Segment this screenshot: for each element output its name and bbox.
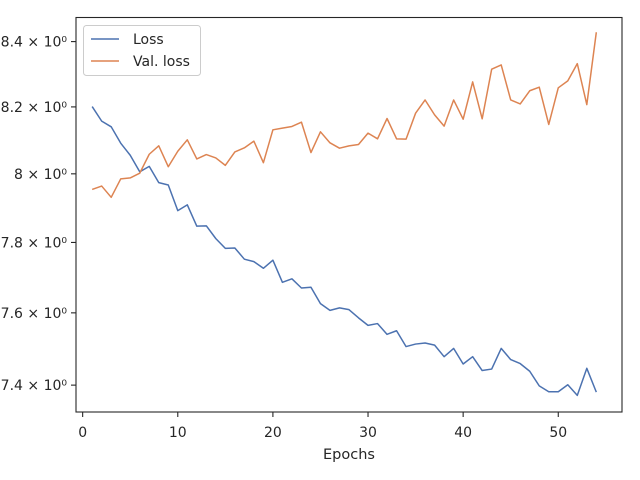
x-axis: 0 10 20 30 40 50 [78, 412, 567, 441]
legend-box [83, 25, 201, 76]
x-tick-label: 0 [78, 425, 87, 441]
x-tick-label: 30 [359, 425, 377, 441]
x-tick-label: 10 [169, 425, 187, 441]
plot-area [91, 32, 598, 397]
legend: Loss Val. loss [83, 25, 201, 76]
series-line-val-loss [91, 32, 598, 199]
y-axis: 7.4 × 10⁰ 7.6 × 10⁰ 7.8 × 10⁰ 8 × 10⁰ 8.2 × … [1, 35, 76, 394]
x-axis-label: Epochs [323, 447, 375, 463]
x-tick-label: 40 [454, 425, 472, 441]
legend-label-loss: Loss [133, 32, 164, 48]
legend-label-val-loss: Val. loss [133, 54, 190, 70]
y-tick-label: 8.4 × 10⁰ [1, 35, 68, 51]
y-tick-label: 7.8 × 10⁰ [1, 235, 68, 251]
plot-frame [75, 16, 623, 413]
y-tick-label: 8.2 × 10⁰ [1, 100, 68, 116]
y-tick-label: 8 × 10⁰ [14, 167, 67, 183]
x-tick-label: 20 [264, 425, 282, 441]
x-tick-label: 50 [549, 425, 567, 441]
series-line-loss [91, 106, 598, 397]
y-tick-label: 7.4 × 10⁰ [1, 378, 68, 394]
y-tick-label: 7.6 × 10⁰ [1, 306, 68, 322]
